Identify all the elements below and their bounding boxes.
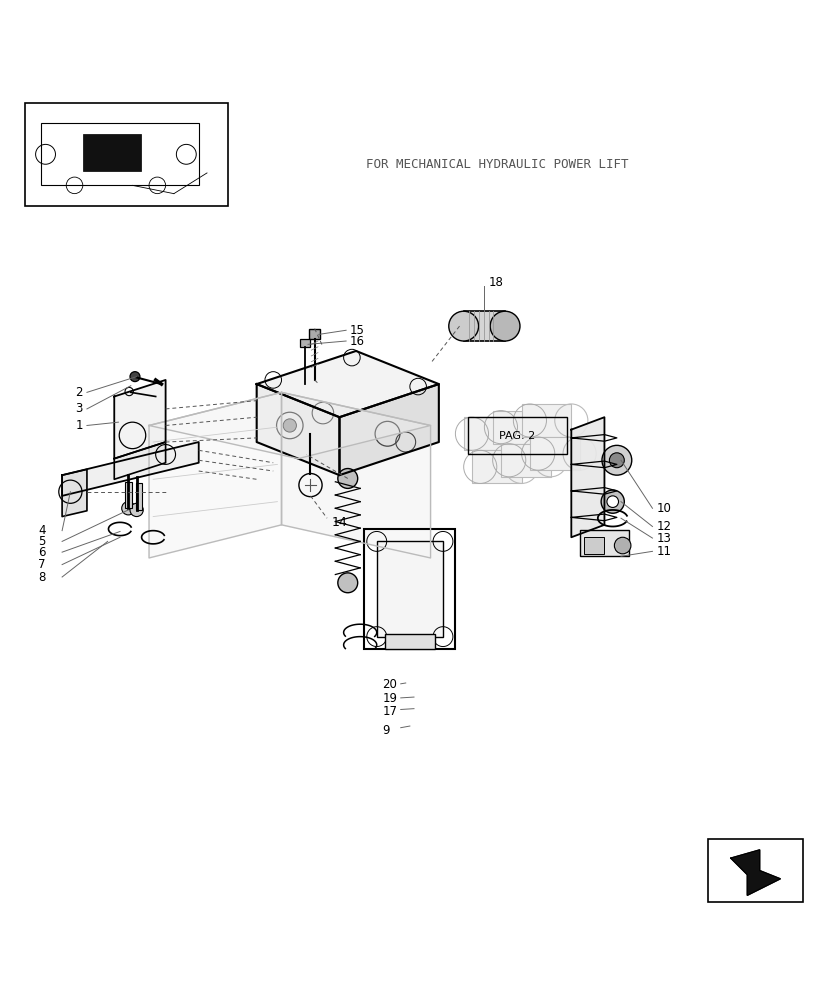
- Text: 8: 8: [38, 571, 45, 584]
- Circle shape: [606, 496, 618, 507]
- Text: 7: 7: [38, 558, 45, 571]
- Bar: [364, 529, 455, 649]
- Bar: [299, 339, 309, 347]
- Bar: [136, 483, 142, 510]
- Circle shape: [490, 311, 519, 341]
- Circle shape: [337, 469, 357, 488]
- Text: 5: 5: [38, 535, 45, 548]
- Bar: [467, 417, 566, 454]
- Bar: [492, 411, 542, 444]
- Circle shape: [337, 573, 357, 593]
- Bar: [83, 134, 141, 171]
- Circle shape: [609, 453, 624, 468]
- Circle shape: [122, 502, 135, 515]
- Bar: [579, 530, 629, 556]
- Polygon shape: [256, 351, 438, 417]
- Bar: [500, 444, 550, 477]
- Text: 9: 9: [382, 724, 390, 737]
- Bar: [521, 404, 571, 437]
- Polygon shape: [281, 392, 430, 558]
- Circle shape: [448, 311, 478, 341]
- Text: 10: 10: [656, 502, 671, 515]
- Text: 11: 11: [656, 545, 671, 558]
- Text: 2: 2: [75, 386, 83, 399]
- Bar: [41, 123, 198, 185]
- Bar: [125, 482, 131, 508]
- Text: 20: 20: [382, 678, 397, 691]
- Circle shape: [600, 490, 624, 513]
- Text: 15: 15: [349, 324, 364, 337]
- Text: 16: 16: [349, 335, 364, 348]
- Text: 6: 6: [38, 546, 45, 559]
- Bar: [463, 417, 513, 450]
- Circle shape: [614, 537, 630, 554]
- Polygon shape: [114, 442, 165, 479]
- Circle shape: [130, 503, 143, 517]
- Bar: [376, 541, 442, 637]
- Polygon shape: [62, 469, 87, 517]
- Text: 13: 13: [656, 532, 671, 545]
- Text: 4: 4: [38, 524, 45, 537]
- Circle shape: [601, 445, 631, 475]
- Text: 3: 3: [75, 402, 83, 415]
- Text: 18: 18: [488, 276, 503, 289]
- Polygon shape: [62, 442, 198, 496]
- Text: 17: 17: [382, 705, 397, 718]
- Polygon shape: [149, 392, 430, 459]
- Circle shape: [130, 372, 140, 382]
- Polygon shape: [571, 417, 604, 537]
- Text: FOR MECHANICAL HYDRAULIC POWER LIFT: FOR MECHANICAL HYDRAULIC POWER LIFT: [365, 158, 628, 171]
- Polygon shape: [149, 392, 281, 558]
- Text: PAG. 2: PAG. 2: [499, 431, 535, 441]
- Polygon shape: [114, 380, 165, 459]
- Text: 12: 12: [656, 520, 671, 533]
- Circle shape: [283, 419, 296, 432]
- Bar: [385, 634, 434, 649]
- Polygon shape: [729, 850, 779, 895]
- Text: 14: 14: [331, 516, 347, 529]
- Text: 19: 19: [382, 692, 397, 705]
- Bar: [707, 839, 802, 902]
- Bar: [25, 103, 227, 206]
- Bar: [529, 437, 579, 470]
- Bar: [471, 450, 521, 483]
- Bar: [463, 311, 504, 341]
- Polygon shape: [339, 384, 438, 475]
- Bar: [308, 329, 320, 339]
- Bar: [583, 537, 604, 554]
- Polygon shape: [256, 384, 339, 475]
- Text: 1: 1: [75, 419, 83, 432]
